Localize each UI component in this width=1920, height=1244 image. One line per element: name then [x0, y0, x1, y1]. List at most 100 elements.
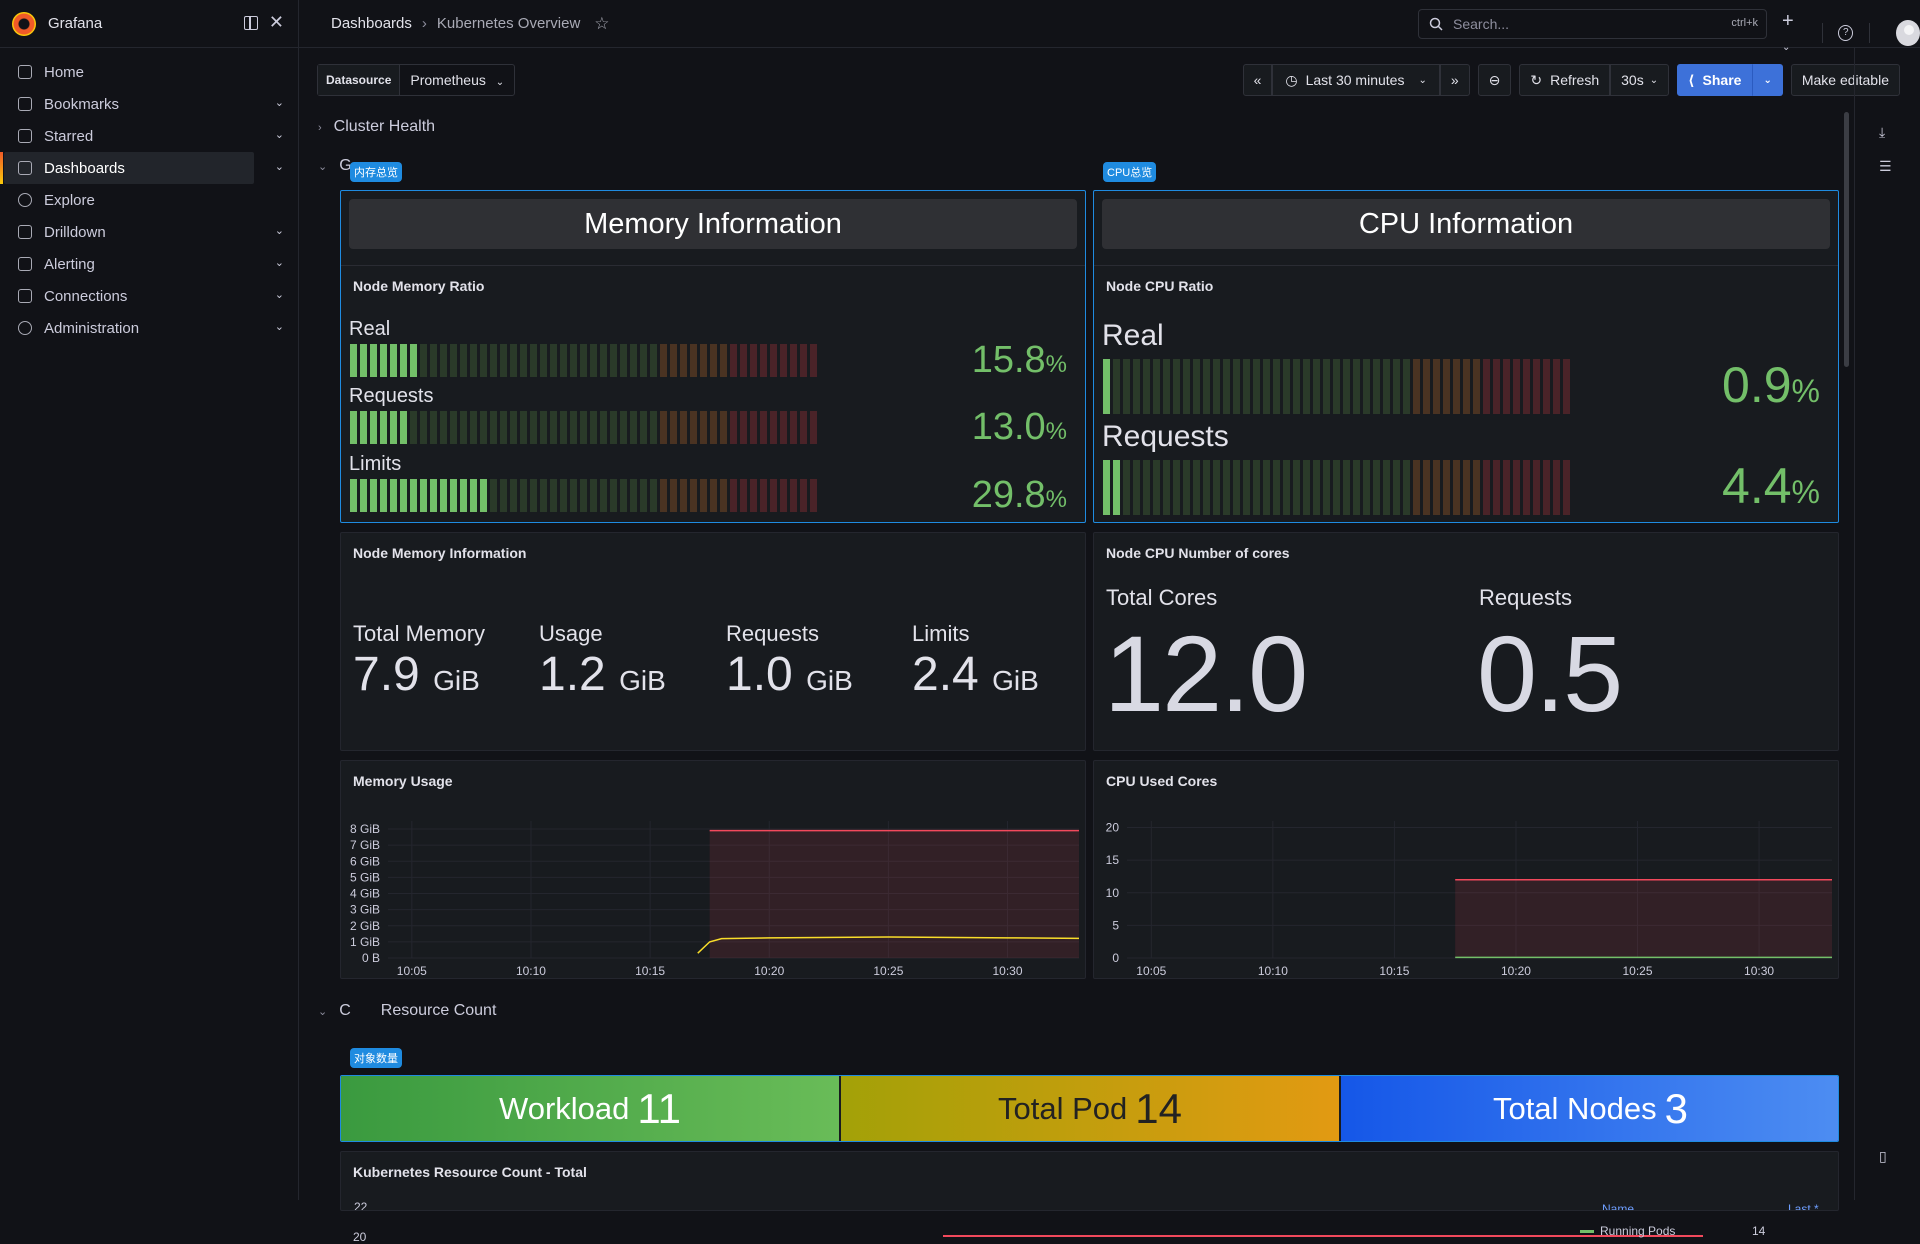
- gauge-cell: [1223, 359, 1230, 414]
- stat-label: Total Memory: [353, 621, 486, 646]
- chevron-down-icon: ⌄: [318, 161, 328, 173]
- gauge-label: Limits: [349, 453, 402, 475]
- node-memory-information-panel[interactable]: Node Memory Information Total Memory 7.9…: [340, 532, 1086, 751]
- sidebar-item-drilldown[interactable]: Drilldown ⌄: [4, 216, 284, 248]
- gauge-cell: [1203, 460, 1210, 515]
- legend-header-name[interactable]: Name: [1602, 1202, 1635, 1211]
- sidebar-item-connections[interactable]: Connections ⌄: [4, 280, 284, 312]
- datasource-variable[interactable]: Datasource Prometheus ⌄: [317, 64, 516, 96]
- gauge-cell: [1493, 460, 1500, 515]
- legend-header-last[interactable]: Last *: [1788, 1202, 1819, 1211]
- zoom-out-button[interactable]: ⊖: [1477, 64, 1512, 96]
- time-shift-back-button[interactable]: «: [1242, 64, 1273, 96]
- new-menu-plus-icon[interactable]: + ⌄: [1782, 10, 1794, 53]
- gauge-cell: [570, 344, 577, 377]
- chevron-down-icon[interactable]: ⌄: [274, 97, 284, 109]
- sidebar-item-starred[interactable]: Starred ⌄: [4, 120, 284, 152]
- y-tick-label: 8 GiB: [350, 822, 380, 836]
- row-cluster-health[interactable]: › Cluster Health: [318, 118, 435, 136]
- gauge-cell: [640, 411, 647, 444]
- scrollbar-thumb[interactable]: [1844, 112, 1849, 367]
- time-range-picker[interactable]: ◷ Last 30 minutes ⌄: [1272, 64, 1440, 96]
- breadcrumb: Dashboards › Kubernetes Overview ☆: [331, 14, 610, 34]
- sidebar-item-alerting[interactable]: Alerting ⌄: [4, 248, 284, 280]
- grafana-logo-icon[interactable]: [12, 11, 36, 36]
- row-resource-count[interactable]: ⌄ C Resource Count: [318, 1002, 496, 1020]
- sidebar-item-administration[interactable]: Administration ⌄: [4, 312, 284, 344]
- resource-count-panel[interactable]: Workload 11 Total Pod 14 Total Nodes 3: [340, 1075, 1839, 1142]
- gauge-cell: [370, 479, 377, 512]
- memory-usage-panel[interactable]: Memory Usage 0 B 1 GiB 2 GiB 3 GiB 4 GiB 5 Gi…: [340, 760, 1086, 979]
- sidebar-item-home[interactable]: Home: [4, 56, 254, 88]
- share-button[interactable]: ⟨ Share: [1677, 64, 1753, 96]
- star-icon[interactable]: ☆: [594, 13, 610, 33]
- breadcrumb-current[interactable]: Kubernetes Overview: [436, 15, 581, 32]
- gauge-cell: [680, 344, 687, 377]
- help-icon[interactable]: ?: [1838, 25, 1854, 41]
- gauge-cell: [790, 479, 797, 512]
- gauge-cell: [520, 344, 527, 377]
- sidebar-item-explore[interactable]: Explore: [4, 184, 254, 216]
- dock-menu-icon[interactable]: [244, 15, 258, 30]
- gauge-cell: [1443, 460, 1450, 515]
- breadcrumb-dashboards[interactable]: Dashboards: [331, 15, 412, 32]
- gauge-number: 15.8: [971, 339, 1046, 381]
- gauge-cell: [1163, 359, 1170, 414]
- gauge-cell: [1123, 359, 1130, 414]
- chevron-down-icon[interactable]: ⌄: [274, 225, 284, 237]
- time-shift-forward-button[interactable]: »: [1439, 64, 1470, 96]
- refresh-interval-picker[interactable]: 30s ⌄: [1610, 64, 1670, 96]
- stat-unit: GiB: [806, 665, 853, 696]
- user-avatar[interactable]: [1896, 20, 1920, 46]
- gauge-cell: [1383, 359, 1390, 414]
- dashboard-scrollbar[interactable]: [1844, 112, 1849, 1192]
- top-right-actions: + ⌄ ?: [1782, 10, 1920, 56]
- gauge-cell: [660, 344, 667, 377]
- row-general[interactable]: ⌄ G: [318, 157, 352, 175]
- total-nodes-stat: Total Nodes 3: [1341, 1076, 1838, 1141]
- resource-count-total-panel[interactable]: Kubernetes Resource Count - Total 22 Nam…: [340, 1151, 1839, 1211]
- gauge-cell: [510, 411, 517, 444]
- cpu-used-cores-panel[interactable]: CPU Used Cores 0 5 10 15 20 10:05 10:10 10:15 10…: [1093, 760, 1839, 979]
- outline-icon[interactable]: ☰: [1879, 158, 1892, 174]
- sidebar-item-dashboards[interactable]: Dashboards ⌄: [0, 152, 284, 184]
- gauge-cell: [400, 344, 407, 377]
- gauge-cell: [780, 344, 787, 377]
- gauge-unit: %: [1045, 351, 1067, 378]
- gauge-label: Real: [349, 318, 391, 340]
- gauge-cell: [1173, 359, 1180, 414]
- chevron-down-icon[interactable]: ⌄: [274, 161, 284, 173]
- sidebar-item-bookmarks[interactable]: Bookmarks ⌄: [4, 88, 284, 120]
- cpu-ratio-panel[interactable]: CPU Information Node CPU Ratio Real 0.9%…: [1093, 190, 1839, 523]
- gauge-cell: [1133, 460, 1140, 515]
- y-tick-label: 4 GiB: [350, 887, 380, 901]
- share-dropdown-button[interactable]: ⌄: [1752, 64, 1783, 96]
- memory-ratio-panel[interactable]: Memory Information Node Memory Ratio Rea…: [340, 190, 1086, 523]
- gauge-cell: [410, 411, 417, 444]
- gauge-cell: [750, 344, 757, 377]
- chevron-down-icon[interactable]: ⌄: [274, 129, 284, 141]
- node-cpu-cores-panel[interactable]: Node CPU Number of cores Total Cores 12.…: [1093, 532, 1839, 751]
- search-input[interactable]: Search... ctrl+k: [1418, 9, 1767, 39]
- export-icon[interactable]: ⤓: [1879, 124, 1886, 140]
- y-tick-label: 22: [354, 1200, 368, 1211]
- gauge-cell: [480, 344, 487, 377]
- stat-label: Total Nodes: [1492, 1091, 1657, 1126]
- gauge-value: 0.9%: [1654, 356, 1820, 414]
- legend-entry[interactable]: Running Pods 14: [1580, 1224, 1765, 1238]
- datasource-select[interactable]: Prometheus ⌄: [400, 65, 514, 95]
- refresh-button[interactable]: ↻ Refresh: [1519, 64, 1611, 96]
- gauge-cell: [550, 479, 557, 512]
- cpu-information-header: CPU Information: [1102, 199, 1830, 249]
- gauge-cell: [650, 411, 657, 444]
- chevron-down-icon[interactable]: ⌄: [274, 257, 284, 269]
- chevron-down-icon[interactable]: ⌄: [274, 289, 284, 301]
- gauge-cell: [540, 411, 547, 444]
- make-editable-button[interactable]: Make editable: [1790, 64, 1900, 96]
- gauge-cell: [490, 479, 497, 512]
- gauge-cell: [380, 344, 387, 377]
- stat-value: 11: [637, 1085, 681, 1132]
- dock-panel-icon[interactable]: ▯: [1879, 1148, 1887, 1164]
- chevron-down-icon[interactable]: ⌄: [274, 321, 284, 333]
- close-menu-icon[interactable]: ✕: [268, 11, 284, 32]
